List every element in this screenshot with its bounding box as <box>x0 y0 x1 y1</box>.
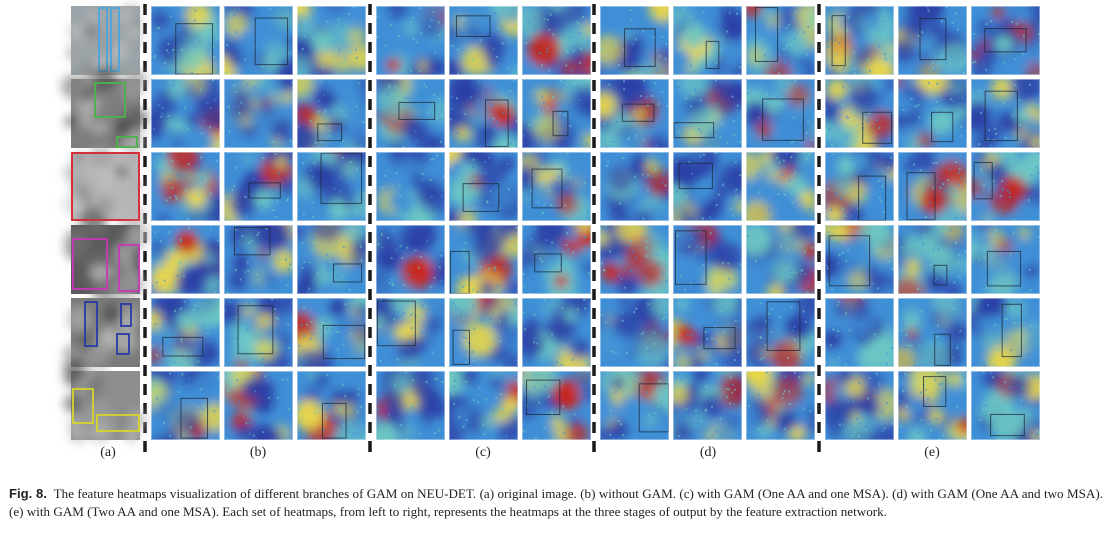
heatmap-cell <box>898 298 967 367</box>
heatmap-cell <box>600 79 669 148</box>
heatmap-cell <box>673 225 742 294</box>
heatmap-cell <box>600 298 669 367</box>
heatmap-cell <box>673 6 742 75</box>
heatmap-cell <box>151 225 220 294</box>
caption-text: The feature heatmaps visualization of di… <box>9 486 1103 520</box>
heatmap-cell <box>376 152 445 221</box>
heatmap-cell <box>297 79 366 148</box>
heatmap-cell <box>151 298 220 367</box>
original-image <box>64 221 151 304</box>
original-image <box>66 3 141 80</box>
heatmap-cell <box>971 152 1040 221</box>
heatmap-cell <box>898 152 967 221</box>
heatmap-cell <box>898 6 967 75</box>
heatmap-cell <box>971 225 1040 294</box>
heatmap-cell <box>971 79 1040 148</box>
heatmap-cell <box>600 225 669 294</box>
heatmap-cell <box>376 371 445 440</box>
original-image <box>60 66 148 153</box>
heatmap-cell <box>449 371 518 440</box>
heatmap-cell <box>746 371 815 440</box>
heatmap-cell <box>376 225 445 294</box>
heatmap-cell <box>297 371 366 440</box>
heatmap-cell <box>825 298 894 367</box>
heatmap-cell <box>971 6 1040 75</box>
heatmap-cell <box>449 79 518 148</box>
heatmap-cell <box>449 152 518 221</box>
heatmap-cell <box>522 152 591 221</box>
heatmap-cell <box>449 6 518 75</box>
heatmap-cell <box>151 79 220 148</box>
heatmap-cell <box>224 152 293 221</box>
heatmap-cell <box>825 6 894 75</box>
column-label-b: (b) <box>249 445 267 460</box>
heatmap-cell <box>297 6 366 75</box>
heatmap-cell <box>825 79 894 148</box>
heatmap-cell <box>224 225 293 294</box>
heatmap-grid <box>60 3 1040 458</box>
heatmap-cell <box>600 152 669 221</box>
heatmap-cell <box>673 79 742 148</box>
column-label-d: (d) <box>699 445 717 460</box>
heatmap-cell <box>376 6 445 75</box>
heatmap-cell <box>898 225 967 294</box>
heatmap-cell <box>746 298 815 367</box>
heatmap-cell <box>151 6 220 75</box>
heatmap-cell <box>746 6 815 75</box>
heatmap-cell <box>224 298 293 367</box>
column-label-e: (e) <box>924 445 940 460</box>
heatmap-cell <box>971 298 1040 367</box>
heatmap-cell <box>825 225 894 294</box>
heatmap-cell <box>673 152 742 221</box>
heatmap-cell <box>376 298 445 367</box>
heatmap-cell <box>297 225 366 294</box>
heatmap-cell <box>224 371 293 440</box>
heatmap-cell <box>449 298 518 367</box>
heatmap-cell <box>151 371 220 440</box>
original-image <box>62 298 140 368</box>
heatmap-cell <box>522 371 591 440</box>
heatmap-cell <box>297 152 366 221</box>
heatmap-cell <box>600 371 669 440</box>
heatmap-cell <box>449 225 518 294</box>
heatmap-cell <box>522 225 591 294</box>
heatmap-cell <box>673 298 742 367</box>
heatmap-cell <box>522 79 591 148</box>
heatmap-cell <box>151 152 220 221</box>
heatmap-cell <box>898 79 967 148</box>
original-image <box>63 359 147 444</box>
heatmap-cell <box>522 6 591 75</box>
heatmap-cell <box>297 298 366 367</box>
heatmap-cell <box>746 225 815 294</box>
figure-caption: Fig. 8. The feature heatmaps visualizati… <box>9 485 1103 521</box>
heatmap-cell <box>673 371 742 440</box>
heatmap-cell <box>224 6 293 75</box>
original-image <box>63 146 145 234</box>
heatmap-cell <box>600 6 669 75</box>
heatmap-cell <box>376 79 445 148</box>
heatmap-cell <box>825 371 894 440</box>
caption-label: Fig. 8. <box>9 486 47 501</box>
heatmap-cell <box>522 298 591 367</box>
heatmap-cell <box>224 79 293 148</box>
column-label-a: (a) <box>100 445 116 460</box>
heatmap-cell <box>825 152 894 221</box>
column-label-c: (c) <box>475 445 491 460</box>
heatmap-cell <box>898 371 967 440</box>
heatmap-cell <box>746 79 815 148</box>
heatmap-cell <box>746 152 815 221</box>
heatmap-cell <box>971 371 1040 440</box>
